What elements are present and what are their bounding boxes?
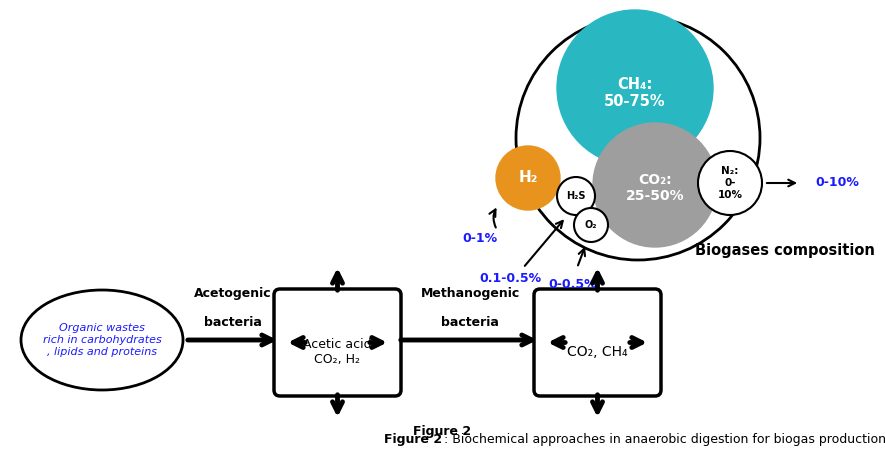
Circle shape bbox=[574, 208, 608, 242]
Circle shape bbox=[557, 177, 595, 215]
Text: Figure 2: Figure 2 bbox=[413, 425, 472, 438]
Text: 0-0.5%: 0-0.5% bbox=[549, 278, 597, 291]
FancyBboxPatch shape bbox=[274, 289, 401, 396]
Text: CO₂, CH₄: CO₂, CH₄ bbox=[567, 345, 627, 360]
Text: H₂S: H₂S bbox=[566, 191, 586, 201]
Text: 0-10%: 0-10% bbox=[815, 177, 858, 189]
Circle shape bbox=[557, 10, 713, 166]
Circle shape bbox=[593, 123, 717, 247]
Text: 0-1%: 0-1% bbox=[463, 232, 497, 245]
Text: Organic wastes
rich in carbohydrates
, lipids and proteins: Organic wastes rich in carbohydrates , l… bbox=[42, 323, 161, 356]
Text: : Biochemical approaches in anaerobic digestion for biogas production.: : Biochemical approaches in anaerobic di… bbox=[444, 434, 885, 446]
Text: Acetic acid
CO₂, H₂: Acetic acid CO₂, H₂ bbox=[304, 339, 372, 366]
Text: Methanogenic

bacteria: Methanogenic bacteria bbox=[420, 286, 519, 330]
Text: Acetogenic

bacteria: Acetogenic bacteria bbox=[194, 286, 272, 330]
Circle shape bbox=[496, 146, 560, 210]
FancyBboxPatch shape bbox=[534, 289, 661, 396]
Circle shape bbox=[698, 151, 762, 215]
Text: H₂: H₂ bbox=[519, 171, 538, 186]
Text: 0.1-0.5%: 0.1-0.5% bbox=[479, 272, 541, 285]
Text: Figure 2: Figure 2 bbox=[384, 434, 442, 446]
Text: Biogases composition: Biogases composition bbox=[695, 242, 875, 257]
Text: O₂: O₂ bbox=[585, 220, 597, 230]
Text: N₂:
0-
10%: N₂: 0- 10% bbox=[718, 167, 743, 200]
Text: CH₄:
50-75%: CH₄: 50-75% bbox=[604, 77, 666, 109]
Text: CO₂:
25-50%: CO₂: 25-50% bbox=[626, 173, 684, 203]
